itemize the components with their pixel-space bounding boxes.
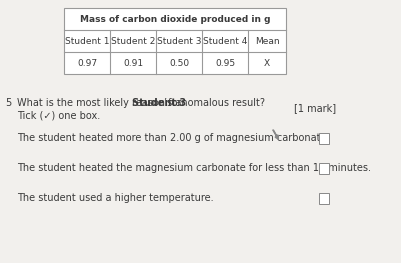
Text: ’s anomalous result?: ’s anomalous result? [164,98,265,108]
Text: Student 2: Student 2 [111,37,155,45]
Text: The student heated the magnesium carbonate for less than 10 minutes.: The student heated the magnesium carbona… [17,163,371,173]
Text: 5: 5 [5,98,11,108]
Text: 0.50: 0.50 [169,58,189,68]
Bar [319,163,328,174]
Text: Student 4: Student 4 [203,37,247,45]
Text: Mass of carbon dioxide produced in g: Mass of carbon dioxide produced in g [80,14,270,23]
Text: Student 1: Student 1 [65,37,109,45]
Text: Student 3: Student 3 [132,98,186,108]
Text: The student heated more than 2.00 g of magnesium carbonate.: The student heated more than 2.00 g of m… [17,133,330,143]
Text: What is the most likely reason for: What is the most likely reason for [17,98,184,108]
Text: [1 mark]: [1 mark] [294,103,336,113]
Text: 0.91: 0.91 [123,58,143,68]
Text: Student 3: Student 3 [157,37,201,45]
Text: Mean: Mean [255,37,279,45]
Bar [319,193,328,204]
FancyArrow shape [273,130,278,139]
Text: 0.97: 0.97 [77,58,97,68]
Text: X: X [264,58,270,68]
Text: 0.95: 0.95 [215,58,235,68]
Text: Tick (✓) one box.: Tick (✓) one box. [17,111,100,121]
Bar [64,8,286,74]
Bar [319,133,328,144]
Text: The student used a higher temperature.: The student used a higher temperature. [17,193,214,203]
